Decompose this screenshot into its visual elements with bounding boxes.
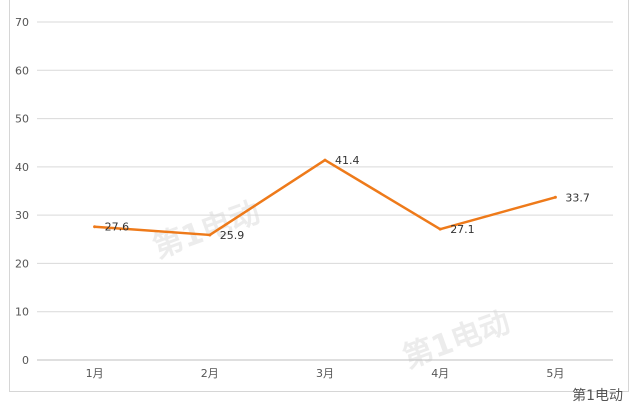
y-tick-label: 40	[15, 161, 29, 174]
x-tick-label: 1月	[86, 367, 104, 380]
data-point	[553, 195, 557, 199]
data-label: 27.1	[450, 223, 475, 236]
y-tick-label: 50	[15, 113, 29, 126]
chart-frame	[9, 0, 629, 392]
y-tick-label: 0	[22, 354, 29, 367]
series-line	[94, 158, 556, 237]
data-point	[208, 233, 212, 237]
y-tick-label: 10	[15, 306, 29, 319]
data-label: 27.6	[105, 221, 130, 234]
y-tick-label: 60	[15, 64, 29, 77]
x-tick-label: 4月	[431, 367, 449, 380]
y-tick-label: 30	[15, 209, 29, 222]
y-tick-label: 20	[15, 257, 29, 270]
data-label: 33.7	[565, 191, 590, 204]
data-label: 41.4	[335, 154, 360, 167]
footer-logo: 第1电动	[572, 388, 623, 404]
x-tick-label: 5月	[546, 367, 564, 380]
data-label: 25.9	[220, 229, 245, 242]
x-tick-label: 3月	[316, 367, 334, 380]
data-point	[93, 225, 97, 229]
data-point	[438, 227, 442, 231]
data-point	[323, 158, 327, 162]
x-tick-label: 2月	[201, 367, 219, 380]
y-tick-label: 70	[15, 16, 29, 29]
